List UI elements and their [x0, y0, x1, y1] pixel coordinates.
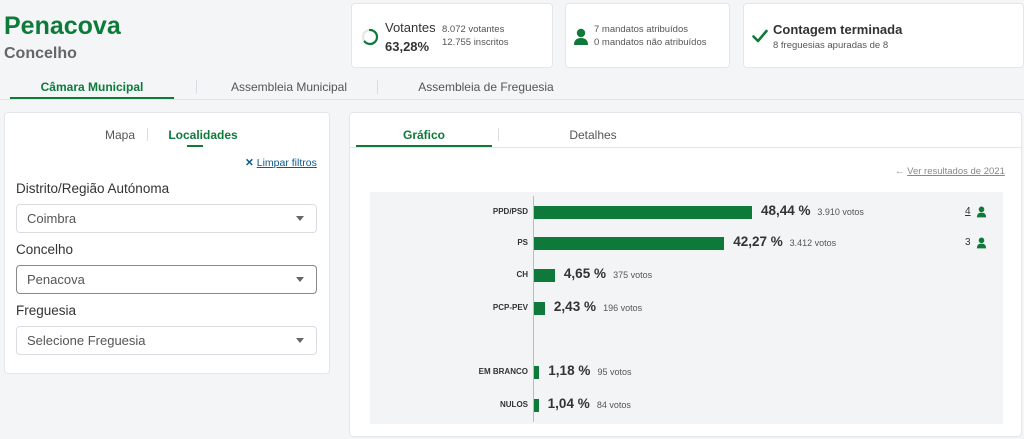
bar[interactable]: [534, 237, 725, 250]
votes-label: 95 votos: [597, 367, 632, 377]
mandates-assigned: 7 mandatos atribuídos: [594, 24, 689, 35]
tab-assembleia-municipal[interactable]: Assembleia Municipal: [230, 80, 348, 94]
parish-label: Freguesia: [16, 303, 77, 318]
turnout-card: Votantes 63,28% 8.072 votantes 12.755 in…: [351, 3, 553, 68]
bar[interactable]: [534, 366, 540, 379]
chevron-down-icon: [296, 338, 304, 343]
bar[interactable]: [534, 302, 545, 315]
seats-count: 3: [965, 237, 971, 248]
count-status-card: Contagem terminada 8 freguesias apuradas…: [743, 3, 1024, 68]
votes-label: 3.412 votos: [789, 238, 837, 248]
bar-label: CH: [516, 270, 528, 279]
percent-label: 2,43 %: [553, 299, 596, 314]
bar-label: EM BRANCO: [478, 367, 528, 376]
voters-count: 8.072 votantes: [442, 24, 505, 35]
turnout-ring-icon: [361, 28, 379, 46]
count-status-detail: 8 freguesias apuradas de 8: [773, 40, 889, 51]
tab-divider: [377, 80, 378, 94]
bar[interactable]: [534, 399, 539, 412]
bar-label: PPD/PSD: [492, 207, 528, 216]
mandates-unassigned: 0 mandatos não atribuídos: [594, 37, 707, 48]
votes-label: 84 votos: [596, 400, 631, 410]
user-icon: [574, 28, 588, 45]
chevron-down-icon: [296, 216, 304, 221]
tab-grafico[interactable]: Gráfico: [402, 128, 445, 142]
tab-assembleia-freguesia[interactable]: Assembleia de Freguesia: [418, 80, 554, 94]
tab-divider: [147, 128, 148, 141]
page-title: Penacova: [4, 12, 121, 40]
tab-detalhes[interactable]: Detalhes: [569, 128, 617, 142]
parish-value: Selecione Freguesia: [27, 333, 146, 348]
municipality-label: Concelho: [16, 242, 74, 257]
district-label: Distrito/Região Autónoma: [16, 181, 170, 196]
bar[interactable]: [534, 206, 752, 219]
tab-active-indicator: [10, 97, 174, 100]
percent-label: 1,04 %: [547, 396, 590, 411]
percent-label: 1,18 %: [548, 363, 591, 378]
tab-divider: [196, 80, 197, 94]
percent-label: 48,44 %: [760, 203, 811, 218]
bar[interactable]: [534, 269, 555, 282]
user-icon: [976, 206, 987, 218]
parish-select[interactable]: Selecione Freguesia: [16, 326, 317, 355]
previous-results-link[interactable]: ← Ver resultados de 2021: [895, 166, 1005, 177]
tab-mapa[interactable]: Mapa: [104, 128, 136, 142]
user-icon: [976, 237, 987, 249]
mandates-card: 7 mandatos atribuídos 0 mandatos não atr…: [565, 3, 730, 68]
votes-label: 375 votos: [613, 270, 653, 280]
tab-active-indicator: [356, 145, 492, 148]
votes-label: 3.910 votos: [817, 207, 864, 217]
seats-count[interactable]: 4: [965, 206, 971, 217]
tabs-baseline: [350, 147, 1021, 148]
count-status-title: Contagem terminada: [773, 22, 903, 37]
tab-camara-municipal[interactable]: Câmara Municipal: [40, 80, 144, 94]
arrow-left-icon: ←: [895, 166, 905, 177]
turnout-percent: 63,28%: [385, 39, 430, 54]
tab-localidades[interactable]: Localidades: [168, 128, 238, 142]
municipality-value: Penacova: [27, 272, 85, 287]
check-icon: [752, 29, 768, 43]
municipality-select[interactable]: Penacova: [16, 265, 317, 294]
clear-filters-label: Limpar filtros: [256, 157, 317, 169]
chevron-down-icon: [296, 277, 304, 282]
bar-label: NULOS: [500, 400, 528, 409]
bar-label: PCP-PEV: [492, 303, 528, 312]
percent-label: 42,27 %: [733, 234, 783, 249]
tabs-baseline: [0, 99, 1024, 100]
previous-results-label: Ver resultados de 2021: [907, 166, 1005, 177]
close-icon: ✕: [245, 157, 254, 169]
registered-count: 12.755 inscritos: [442, 37, 509, 48]
votes-label: 196 votos: [603, 303, 643, 313]
chart-area: [370, 192, 1003, 424]
tab-active-indicator: [187, 145, 203, 147]
district-select[interactable]: Coimbra: [16, 204, 317, 233]
page-subtitle: Concelho: [4, 45, 77, 62]
turnout-label: Votantes: [385, 20, 436, 35]
district-value: Coimbra: [27, 211, 77, 226]
chart-axis: [533, 196, 534, 422]
bar-label: PS: [517, 238, 528, 247]
percent-label: 4,65 %: [563, 266, 606, 281]
clear-filters-link[interactable]: ✕ Limpar filtros: [245, 157, 317, 169]
tab-divider: [498, 128, 499, 141]
